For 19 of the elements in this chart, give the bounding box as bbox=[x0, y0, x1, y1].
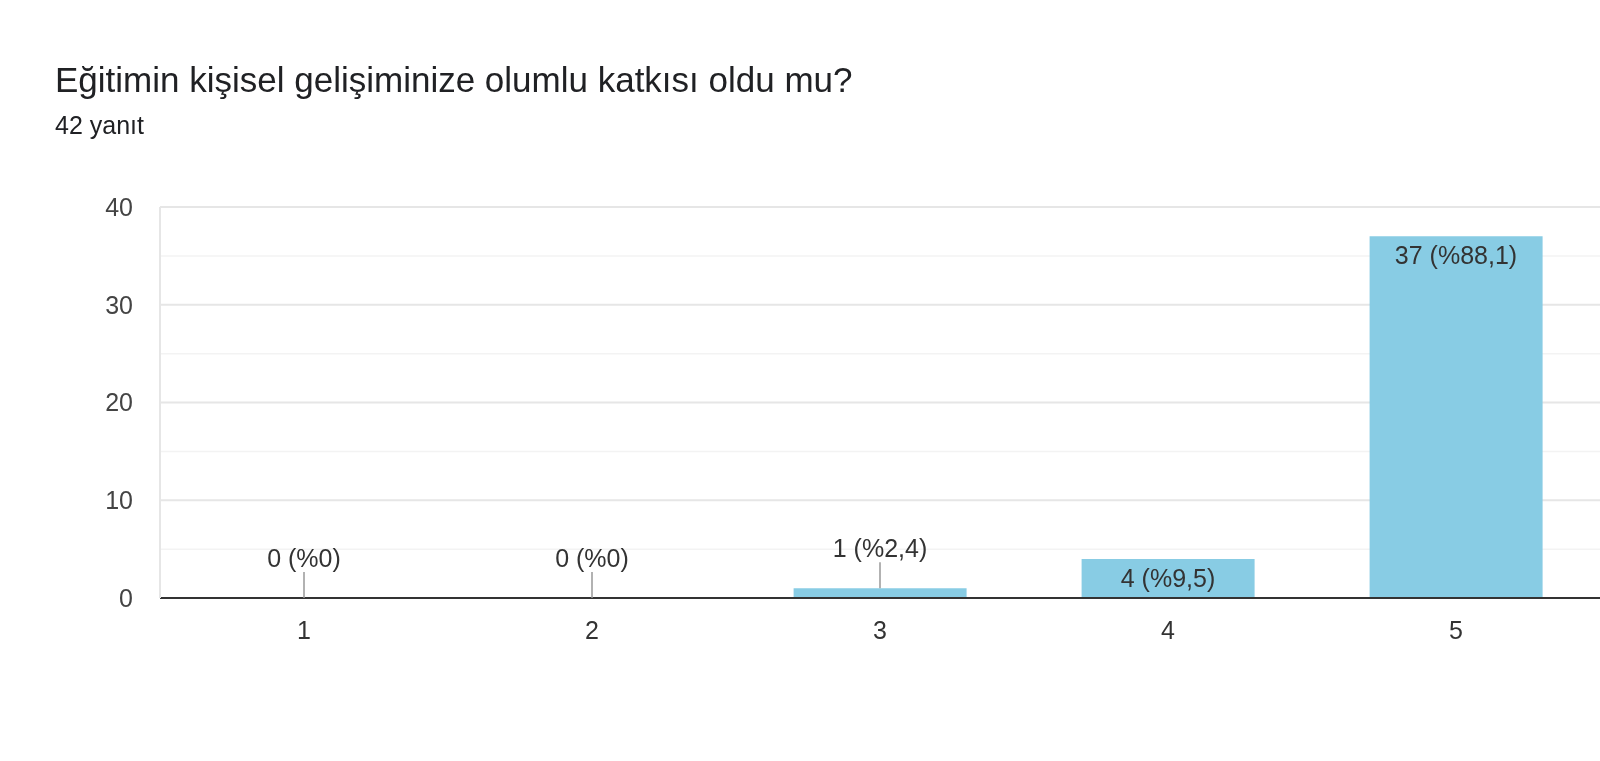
x-tick-label: 2 bbox=[585, 615, 599, 644]
data-label: 0 (%0) bbox=[555, 544, 629, 572]
x-tick-label: 4 bbox=[1161, 615, 1176, 644]
chart-subtitle: 42 yanıt bbox=[55, 111, 144, 139]
bar bbox=[1369, 236, 1543, 598]
y-tick-label: 10 bbox=[105, 486, 133, 515]
y-tick-label: 20 bbox=[105, 388, 133, 417]
data-label: 1 (%2,4) bbox=[832, 534, 928, 563]
x-tick-label: 1 bbox=[297, 615, 311, 644]
x-tick-label: 5 bbox=[1449, 615, 1463, 644]
chart-title: Eğitimin kişisel gelişiminize olumlu katkısı oldu mu? bbox=[55, 60, 853, 100]
y-tick-label: 30 bbox=[105, 290, 133, 319]
y-tick-label: 40 bbox=[105, 192, 133, 221]
bar bbox=[793, 588, 967, 598]
data-label: 37 (%88,1) bbox=[1394, 241, 1518, 270]
data-label: 0 (%0) bbox=[267, 544, 341, 572]
x-tick-label: 3 bbox=[873, 615, 887, 644]
data-label: 4 (%9,5) bbox=[1120, 563, 1216, 592]
y-tick-label: 0 bbox=[119, 583, 133, 612]
